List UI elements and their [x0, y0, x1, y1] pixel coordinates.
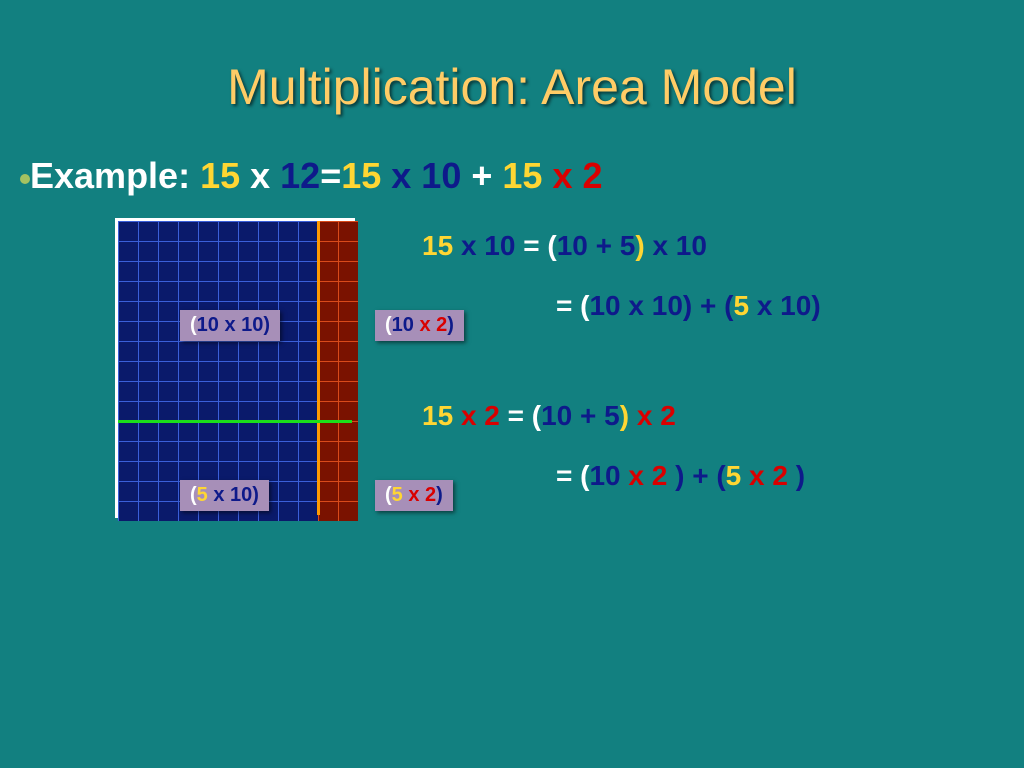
equation-token: = (: [508, 400, 541, 431]
slide-title: Multiplication: Area Model: [0, 58, 1024, 116]
equation-token: ): [620, 400, 637, 431]
region-tag: (5 x 10): [180, 480, 269, 511]
equation-token: x 10): [213, 484, 259, 506]
equation-token: ): [447, 314, 454, 336]
equation-token: x 10): [224, 314, 270, 336]
grid-region-blue: [118, 221, 318, 521]
equation-token: 5: [197, 484, 214, 506]
equation-token: 5: [733, 290, 756, 321]
equation-line: 15 x 10 = (10 + 5) x 10: [422, 230, 707, 262]
equation-token: 12: [280, 155, 320, 196]
equation-token: =: [320, 155, 341, 196]
equation-token: (: [385, 484, 392, 506]
horizontal-divider: [118, 420, 352, 423]
equation-token: 5: [392, 484, 409, 506]
vertical-divider: [317, 221, 320, 515]
equation-token: x 10: [652, 230, 707, 261]
equation-token: 10: [197, 314, 225, 336]
equation-token: x 10: [391, 155, 471, 196]
equation-token: 15: [341, 155, 391, 196]
region-tag: (10 x 10): [180, 310, 280, 341]
bullet-icon: [20, 174, 30, 184]
equation-token: 10: [589, 460, 628, 491]
equation-token: (: [190, 314, 197, 336]
equation-line: = (10 x 10) + (5 x 10): [556, 290, 821, 322]
equation-token: x: [250, 155, 280, 196]
equation-token: x 2: [637, 400, 676, 431]
equation-token: 10: [589, 290, 628, 321]
equation-token: x 2: [419, 314, 447, 336]
equation-line: 15 x 2 = (10 + 5) x 2: [422, 400, 676, 432]
area-model-diagram: [115, 218, 355, 518]
equation-token: = (: [556, 290, 589, 321]
equation-token: ): [796, 460, 805, 491]
equation-token: x 2: [552, 155, 602, 196]
equation-line: = (10 x 2 ) + (5 x 2 ): [556, 460, 805, 492]
equation-token: x 2: [749, 460, 796, 491]
equation-token: 15: [502, 155, 552, 196]
equation-token: (: [190, 484, 197, 506]
equation-token: +: [471, 155, 502, 196]
equation-token: (: [385, 314, 392, 336]
example-equation: Example: 15 x 12=15 x 10 + 15 x 2: [30, 155, 602, 197]
equation-token: ) + (: [675, 460, 726, 491]
equation-token: 10 + 5: [557, 230, 636, 261]
grid-region-red: [318, 221, 358, 521]
region-tag: (10 x 2): [375, 310, 464, 341]
equation-token: 15: [422, 400, 461, 431]
equation-token: = (: [556, 460, 589, 491]
equation-token: x 2: [408, 484, 436, 506]
equation-token: ): [635, 230, 652, 261]
region-tag: (5 x 2): [375, 480, 453, 511]
equation-token: x 10): [757, 290, 821, 321]
equation-token: 10: [392, 314, 420, 336]
equation-token: ): [436, 484, 443, 506]
equation-token: 15: [422, 230, 461, 261]
equation-token: 10 + 5: [541, 400, 620, 431]
equation-token: Example:: [30, 155, 200, 196]
equation-token: x 10: [461, 230, 523, 261]
equation-token: 5: [726, 460, 749, 491]
equation-token: x 10) + (: [628, 290, 733, 321]
equation-token: = (: [523, 230, 556, 261]
slide: Multiplication: Area Model Example: 15 x…: [0, 0, 1024, 768]
equation-token: x 2: [461, 400, 508, 431]
equation-token: 15: [200, 155, 250, 196]
equation-token: x 2: [628, 460, 675, 491]
